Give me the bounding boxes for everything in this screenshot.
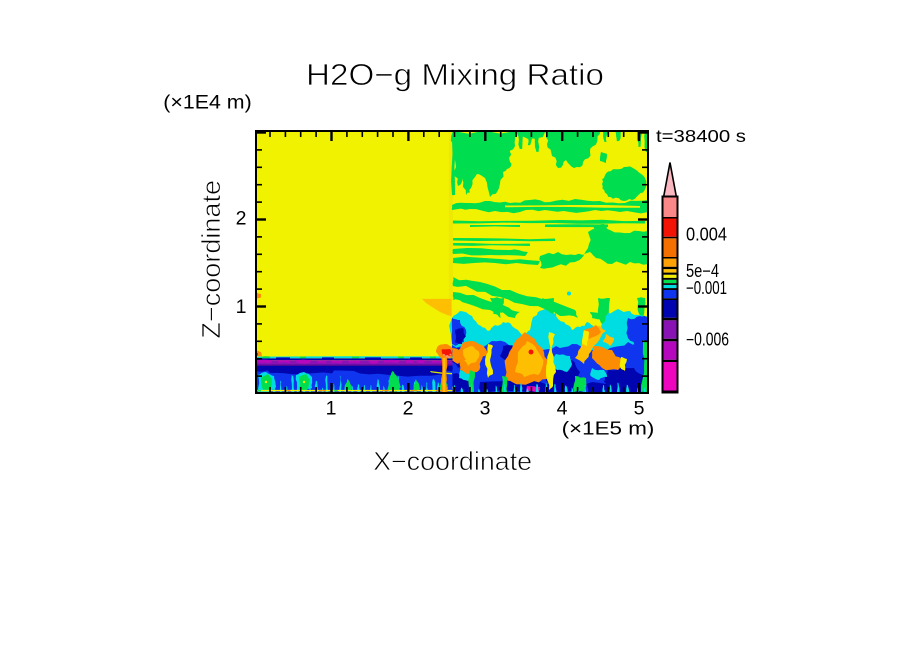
svg-text:3: 3 (480, 398, 491, 420)
svg-text:5: 5 (634, 398, 645, 420)
svg-text:X−coordinate: X−coordinate (373, 446, 532, 476)
svg-text:t=38400 s: t=38400 s (656, 126, 746, 146)
svg-text:0.004: 0.004 (686, 225, 727, 245)
svg-text:5e−4: 5e−4 (686, 261, 719, 281)
svg-text:1: 1 (326, 398, 337, 420)
svg-text:−0.001: −0.001 (686, 278, 727, 298)
svg-text:(×1E5 m): (×1E5 m) (562, 418, 655, 439)
svg-text:(×1E4 m): (×1E4 m) (163, 92, 251, 114)
svg-text:2: 2 (403, 398, 414, 420)
svg-text:−0.006: −0.006 (686, 329, 729, 349)
svg-text:H2O−g Mixing Ratio: H2O−g Mixing Ratio (306, 58, 604, 92)
svg-text:4: 4 (557, 398, 568, 420)
svg-text:2: 2 (236, 208, 247, 230)
svg-text:Z−coordinate: Z−coordinate (196, 180, 226, 339)
svg-text:1: 1 (236, 296, 247, 318)
